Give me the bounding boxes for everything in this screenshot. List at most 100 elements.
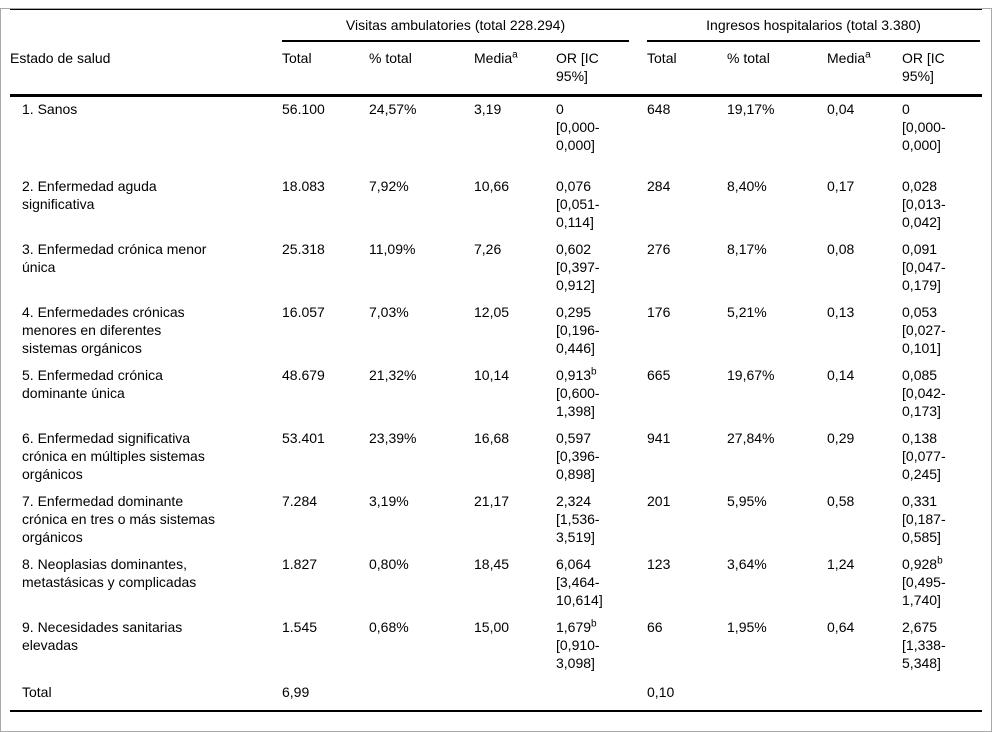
ci-low: [0,000- (556, 119, 600, 135)
ci-low: [0,187- (902, 511, 946, 527)
ci-low: [0,397- (556, 259, 600, 275)
cell-hosp-total: 276 (647, 241, 671, 257)
cell-hosp-pct: 3,64% (727, 556, 767, 572)
or-value: 0 (902, 100, 976, 118)
cell-hosp-pct: 19,67% (727, 367, 775, 383)
ci-high: 1,398] (556, 403, 595, 419)
footnote-marker-a: a (512, 49, 518, 61)
cell-amb-total: 7.284 (282, 493, 318, 509)
cell-amb-or: 2,324 [1,536- 3,519] (556, 489, 647, 552)
cell-hosp-pct: 5,95% (727, 493, 767, 509)
ci-low: [0,196- (556, 322, 600, 338)
cell-amb-media: 10,66 (474, 178, 510, 194)
cell-hosp-total: 201 (647, 493, 671, 509)
col-header-pct-hosp: % total (727, 42, 828, 97)
or-value: 0,913b (556, 366, 641, 384)
cell-hosp-total: 648 (647, 101, 671, 117)
or-value: 0,295 (556, 303, 641, 321)
ci-low: [0,600- (556, 385, 600, 401)
cell-amb-total: 16.057 (282, 304, 325, 320)
ci-high: 0,042] (902, 214, 941, 230)
cell-amb-total: 1.545 (282, 619, 318, 635)
or-number: 0 (556, 101, 564, 117)
cell-hosp-media: 0,58 (827, 493, 855, 509)
cell-amb-pct: 11,09% (369, 241, 416, 257)
ci-low: [0,077- (902, 448, 946, 464)
ci-low: [0,042- (902, 385, 946, 401)
or-value: 0,597 (556, 429, 641, 447)
cell-amb-pct: 7,92% (369, 178, 409, 194)
total-row-label: Total (22, 684, 52, 700)
ci-high: 0,000] (556, 137, 595, 153)
ci-high: 0,585] (902, 529, 941, 545)
cell-amb-or: 0,295 [0,196- 0,446] (556, 300, 647, 363)
cell-hosp-total-mean: 0,10 (647, 684, 675, 700)
or-value: 0,091 (902, 240, 976, 258)
table-row: 4. Enfermedades crónicas menores en dife… (10, 300, 982, 363)
cell-hosp-media: 1,24 (827, 556, 855, 572)
cell-hosp-or: 2,675 [1,338- 5,348] (902, 615, 982, 678)
ci-low: [0,396- (556, 448, 600, 464)
group-header-ambulatory: Visitas ambulatories (total 228.294) (282, 9, 647, 42)
cell-hosp-pct: 19,17% (727, 101, 775, 117)
health-state-label: 6. Enfermedad significativa crónica en m… (22, 430, 205, 482)
or-number: 0,913 (556, 367, 592, 383)
ci-high: 0,912] (556, 277, 595, 293)
or-number: 0,597 (556, 430, 592, 446)
group-title-hospital: Ingresos hospitalarios (total 3.380) (647, 16, 981, 42)
cell-hosp-total: 941 (647, 430, 671, 446)
corner-cell (10, 9, 282, 42)
or-number: 0,602 (556, 241, 592, 257)
cell-amb-pct: 23,39% (369, 430, 417, 446)
ci-high: 0,245] (902, 466, 941, 482)
ci-low: [0,000- (902, 119, 946, 135)
cell-hosp-or: 0,928b [0,495- 1,740] (902, 552, 982, 615)
health-state-label: 7. Enfermedad dominante crónica en tres … (22, 493, 215, 545)
table-row: 2. Enfermedad aguda significativa 18.083… (10, 174, 982, 237)
cell-amb-media: 15,00 (474, 619, 510, 635)
cell-empty (474, 678, 556, 711)
table-row: 6. Enfermedad significativa crónica en m… (10, 426, 982, 489)
or-value: 0,331 (902, 492, 976, 510)
col-header-pct-amb: % total (369, 42, 474, 97)
cell-hosp-media: 0,64 (827, 619, 855, 635)
or-number: 0,295 (556, 304, 592, 320)
or-number: 0,085 (902, 367, 938, 383)
cell-hosp-pct: 8,40% (727, 178, 767, 194)
total-row: Total 6,99 0,10 (10, 678, 982, 711)
ci-high: 0,114] (556, 214, 594, 230)
or-value: 0,053 (902, 303, 976, 321)
cell-hosp-media: 0,04 (827, 101, 855, 117)
ci-high: 5,348] (902, 655, 941, 671)
or-number: 0,053 (902, 304, 938, 320)
or-value: 0,928b (902, 555, 976, 573)
media-label: Media (474, 50, 513, 66)
col-header-estado-de-salud: Estado de salud (10, 42, 282, 97)
or-number: 0,928 (902, 556, 938, 572)
cell-amb-or: 6,064 [3,464- 10,614] (556, 552, 647, 615)
or-number: 0,138 (902, 430, 938, 446)
footnote-marker-b: b (591, 618, 597, 630)
group-header-hospital: Ingresos hospitalarios (total 3.380) (647, 9, 982, 42)
health-state-label: 9. Necesidades sanitarias elevadas (22, 619, 183, 653)
cell-empty (827, 678, 902, 711)
cell-amb-media: 7,26 (474, 241, 502, 257)
or-value: 1,679b (556, 618, 641, 636)
table-row: 1. Sanos 56.100 24,57% 3,19 0 [0,000- 0,… (10, 96, 982, 175)
group-header-row: Visitas ambulatories (total 228.294) Ing… (10, 9, 982, 42)
cell-amb-total: 56.100 (282, 101, 325, 117)
column-header-row: Estado de salud Total % total Mediaa OR … (10, 42, 983, 97)
or-header-line2: 95%] (556, 68, 588, 84)
ci-high: 3,519] (556, 529, 595, 545)
cell-amb-total: 18.083 (282, 178, 325, 194)
cell-empty (902, 678, 982, 711)
table-row: 7. Enfermedad dominante crónica en tres … (10, 489, 982, 552)
cell-hosp-pct: 1,95% (727, 619, 767, 635)
or-value: 0 (556, 100, 641, 118)
or-number: 0,331 (902, 493, 938, 509)
ci-low: [0,027- (902, 322, 946, 338)
or-value: 0,138 (902, 429, 976, 447)
cell-hosp-or: 0,028 [0,013- 0,042] (902, 174, 982, 237)
cell-amb-or: 0,076 [0,051- 0,114] (556, 174, 647, 237)
cell-hosp-or: 0,331 [0,187- 0,585] (902, 489, 982, 552)
